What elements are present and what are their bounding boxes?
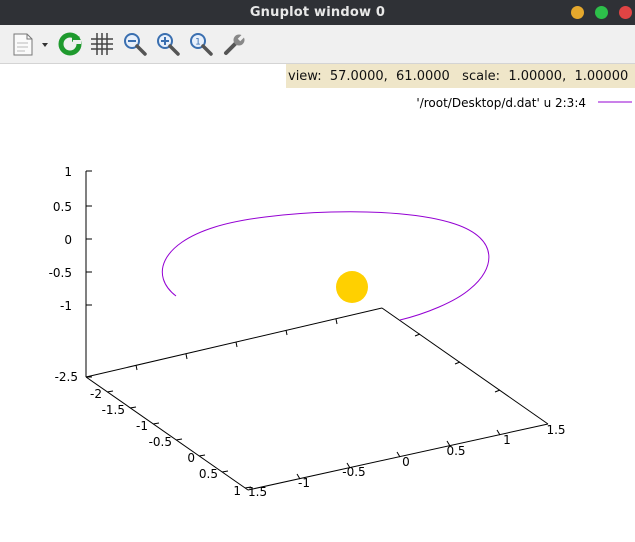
left-axis-tick-label: 1 [233,484,241,498]
zoom-fit-button[interactable]: 1 [188,31,214,57]
z-tick-label: 0 [64,233,72,247]
left-axis-tick-label: -1.5 [102,403,125,417]
replot-button[interactable] [57,31,83,57]
z-tick-label: 1 [64,165,72,179]
series-line [161,211,490,321]
right-axis-tick-label: 1 [503,433,511,447]
view-status: view: 57.0000, 61.0000 scale: 1.00000, 1… [286,64,635,88]
right-axis-tick-label: 0 [402,455,410,469]
minimize-button[interactable] [571,6,584,19]
cursor-marker [336,271,368,303]
z-tick-label: -0.5 [49,266,72,280]
zoom-in-button[interactable] [155,31,181,57]
left-axis-tick-label: 1.5 [248,485,267,499]
left-axis-tick-label: -0.5 [149,435,172,449]
left-axis-tick-label: -2 [90,387,102,401]
z-floor-label: -2.5 [55,370,78,384]
z-tick-label: 0.5 [53,200,72,214]
back-edge-ticks [135,318,501,393]
left-axis-tick-label: -1 [136,419,148,433]
plot-canvas[interactable]: '/root/Desktop/d.dat' u 2:3:4 1 0.5 0 -0… [0,64,635,542]
z-ticks [86,170,92,378]
right-axis-ticks [296,429,501,480]
close-button[interactable] [619,6,632,19]
toolbar: 1 [0,25,635,64]
svg-text:1: 1 [195,38,201,48]
left-axis-ticks [106,390,252,489]
grid-button[interactable] [89,31,115,57]
right-axis-tick-label: -1 [298,476,310,490]
settings-button[interactable] [222,31,248,57]
zoom-out-icon [124,33,147,56]
right-axis-tick-label: 1.5 [546,423,565,437]
settings-icon [224,32,247,55]
left-axis-tick-label: 0 [187,451,195,465]
export-icon [13,33,48,56]
base-plane [85,307,549,491]
export-button[interactable] [10,31,52,57]
right-axis-tick-label: -0.5 [342,465,365,479]
left-axis-tick-label: 0.5 [199,467,218,481]
z-tick-label: -1 [60,299,72,313]
zoom-in-icon [157,33,180,56]
replot-icon [58,32,82,56]
title-bar: Gnuplot window 0 [0,0,635,25]
right-axis-tick-label: 0.5 [446,444,465,458]
zoom-out-button[interactable] [122,31,148,57]
zoom-fit-icon: 1 [190,33,213,56]
window-title: Gnuplot window 0 [249,5,386,20]
grid-icon [91,33,113,55]
maximize-button[interactable] [595,6,608,19]
legend-label: '/root/Desktop/d.dat' u 2:3:4 [416,96,586,110]
